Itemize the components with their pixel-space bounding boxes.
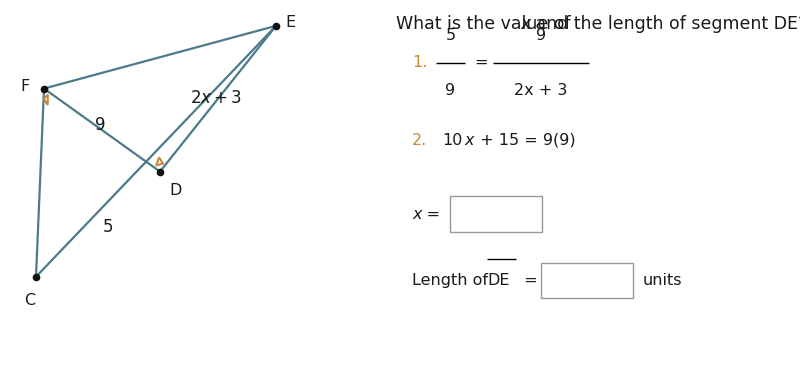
Bar xyxy=(541,263,633,298)
Text: E: E xyxy=(286,15,296,30)
Text: x: x xyxy=(465,133,474,148)
Text: What is the value of: What is the value of xyxy=(396,15,576,33)
Text: 9: 9 xyxy=(446,83,455,98)
Text: 5: 5 xyxy=(102,218,114,236)
Bar xyxy=(450,196,542,232)
Text: units: units xyxy=(642,273,682,288)
Text: 1.: 1. xyxy=(412,55,427,70)
Text: Length of: Length of xyxy=(412,273,493,288)
Text: 5: 5 xyxy=(446,28,455,42)
Text: $2x + 3$: $2x + 3$ xyxy=(190,89,242,107)
Text: 9: 9 xyxy=(536,28,546,42)
Text: 2x + 3: 2x + 3 xyxy=(514,83,567,98)
Text: x: x xyxy=(521,15,531,33)
Text: 9: 9 xyxy=(94,117,106,134)
Text: F: F xyxy=(20,79,30,94)
Text: 10: 10 xyxy=(442,133,462,148)
Text: and the length of segment DE?: and the length of segment DE? xyxy=(530,15,800,33)
Text: + 15 = 9(9): + 15 = 9(9) xyxy=(475,133,576,148)
Text: =: = xyxy=(474,55,487,70)
Text: =: = xyxy=(519,273,538,288)
Text: DE: DE xyxy=(487,273,510,288)
Text: x =: x = xyxy=(412,207,440,221)
Text: C: C xyxy=(24,293,35,308)
Text: D: D xyxy=(170,183,182,198)
Text: 2.: 2. xyxy=(412,133,427,148)
